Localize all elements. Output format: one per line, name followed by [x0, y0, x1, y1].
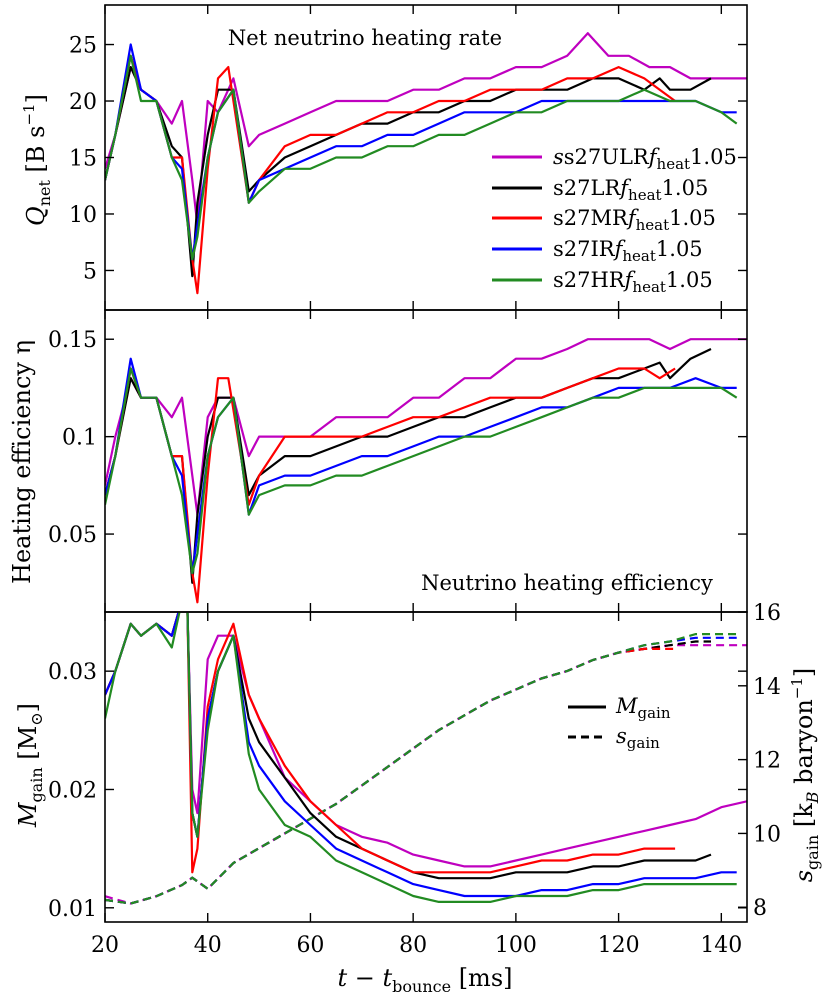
ytick-label: 25 [69, 34, 97, 59]
ytick-label-entropy: 12 [753, 749, 781, 774]
legend-label-entropy: sgain [616, 724, 660, 752]
legend-label-s27HR: s27HRfheat1.05 [553, 268, 713, 296]
ytick-label: 0.02 [48, 778, 97, 803]
xtick-label: 140 [700, 933, 742, 958]
panel-1-title: Net neutrino heating rate [228, 26, 502, 50]
xtick-label: 80 [399, 933, 427, 958]
ytick-label: 10 [69, 203, 97, 228]
xtick-label: 100 [495, 933, 537, 958]
legend-label-s27IR: s27IRfheat1.05 [553, 237, 703, 265]
series-line-s27ULR [105, 32, 747, 227]
series-line-s27ULR [105, 338, 747, 516]
mass-line-s27HR [105, 612, 737, 903]
ytick-label: 0.05 [48, 523, 97, 548]
legend: ss27ULRfheat1.05 s27LRfheat1.05 s27MRfhe… [492, 145, 737, 296]
mass-entropy-legend: Mgain sgain [568, 694, 671, 752]
ytick-label: 0.03 [48, 660, 97, 685]
legend-label-s27MR: s27MRfheat1.05 [553, 206, 716, 234]
legend-label-mass: Mgain [615, 694, 671, 722]
series-line-s27HR [105, 54, 738, 261]
ytick-label-entropy: 16 [753, 601, 781, 626]
plot-layer: 5 10 15 20 25 0.05 0.1 0.15 0.01 0.02 0.03 8 10 12 14 1… [48, 4, 781, 958]
ytick-label: 0.15 [48, 328, 97, 353]
panel-1-lines [105, 32, 747, 295]
legend-label-s27LR: s27LRfheat1.05 [553, 176, 708, 204]
legend-label-s27ULR: ss27ULRfheat1.05 [553, 145, 737, 173]
panel-3-ylabel-right: sgain [kB baryon−1] [788, 668, 822, 883]
entropy-line-s27LR [105, 640, 711, 905]
ytick-label: 20 [69, 90, 97, 115]
xtick-label: 20 [91, 933, 119, 958]
ytick-label-entropy: 8 [753, 896, 767, 921]
ytick-label: 15 [69, 147, 97, 172]
series-line-s27IR [105, 357, 737, 575]
xtick-label: 60 [296, 933, 324, 958]
panel-3-ylabel: Mgain [M⊙] [14, 703, 46, 828]
panel-1-ylabel: Qnet [B s−1] [20, 94, 54, 226]
entropy-line-s27ULR [105, 644, 747, 905]
panel-3-frame [104, 611, 748, 923]
xtick-label: 40 [194, 933, 222, 958]
mass-line-s27IR [105, 612, 737, 898]
x-axis-label: t − tbounce [ms] [337, 964, 512, 996]
ytick-label-entropy: 14 [753, 675, 781, 700]
panel-3-lines [105, 612, 747, 905]
panel-2-title: Neutrino heating efficiency [421, 571, 713, 595]
panel-2-lines [105, 338, 747, 604]
xtick-label: 120 [598, 933, 640, 958]
series-line-s27HR [105, 367, 738, 575]
ytick-label: 0.1 [62, 426, 97, 451]
panel-2-ylabel: Heating efficiency η [8, 340, 36, 584]
ytick-label: 5 [83, 259, 97, 284]
ytick-label: 0.01 [48, 897, 97, 922]
ytick-label-entropy: 10 [753, 822, 781, 847]
